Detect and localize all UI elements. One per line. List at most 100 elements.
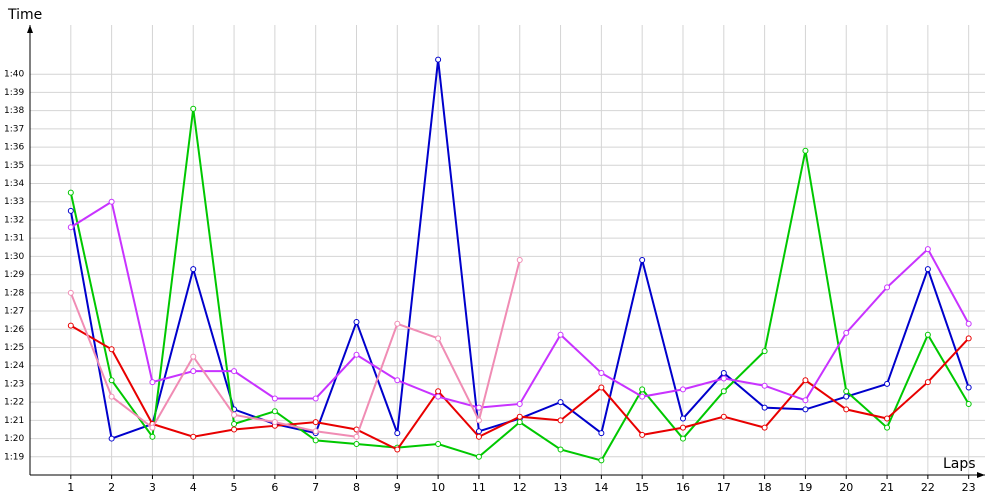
y-tick-label: 1:23 [4,379,24,389]
point [394,430,401,437]
y-tick-label: 1:29 [4,270,24,280]
x-tick-label: 7 [312,481,319,494]
point [761,404,768,411]
x-tick-label: 20 [839,481,853,494]
point [516,419,523,426]
point [353,441,360,448]
x-tick-label: 12 [513,481,527,494]
x-tick-label: 4 [190,481,197,494]
point [965,335,972,342]
x-tick-label: 19 [798,481,812,494]
point [394,446,401,453]
point [231,420,238,427]
point [475,453,482,460]
point [149,424,156,431]
point [639,257,646,264]
point [475,433,482,440]
y-tick-label: 1:24 [4,361,24,371]
x-tick-label: 2 [108,481,115,494]
point [516,400,523,407]
point [884,284,891,291]
y-tick-label: 1:30 [4,252,24,262]
point [149,379,156,386]
point [475,428,482,435]
point [720,413,727,420]
point [598,384,605,391]
point [108,435,115,442]
x-tick-label: 1 [67,481,74,494]
point [435,441,442,448]
point [557,446,564,453]
point [435,393,442,400]
x-tick-label: 15 [635,481,649,494]
point [516,257,523,264]
point [761,424,768,431]
point [720,369,727,376]
y-tick-label: 1:31 [4,234,24,244]
point [108,377,115,384]
point [965,384,972,391]
axis-arrow [27,25,33,33]
point [843,393,850,400]
y-tick-label: 1:21 [4,416,24,426]
y-tick-label: 1:33 [4,197,24,207]
point [475,417,482,424]
point [67,224,74,231]
point [598,430,605,437]
point [67,207,74,214]
point [557,399,564,406]
point [190,105,197,112]
point [598,457,605,464]
point [924,379,931,386]
axis-arrow [977,472,985,478]
point [924,246,931,253]
point [271,408,278,415]
x-tick-label: 3 [149,481,156,494]
point [435,388,442,395]
y-tick-label: 1:36 [4,143,24,153]
point [67,289,74,296]
point [557,331,564,338]
x-tick-label: 8 [353,481,360,494]
point [231,411,238,418]
x-tick-label: 13 [554,481,568,494]
x-tick-label: 10 [431,481,445,494]
point [353,351,360,358]
y-tick-label: 1:39 [4,88,24,98]
y-tick-label: 1:19 [4,452,24,462]
x-tick-label: 9 [394,481,401,494]
point [312,395,319,402]
point [965,320,972,327]
point [353,318,360,325]
point [557,417,564,424]
y-tick-label: 1:38 [4,106,24,116]
point [965,400,972,407]
point [639,393,646,400]
x-tick-label: 18 [758,481,772,494]
point [271,419,278,426]
point [231,368,238,375]
point [108,198,115,205]
y-tick-label: 1:32 [4,215,24,225]
y-tick-label: 1:37 [4,124,24,134]
x-tick-label: 21 [880,481,894,494]
point [475,404,482,411]
x-axis-label: Laps [943,456,976,472]
y-tick-label: 1:28 [4,288,24,298]
y-axis-label: Time [7,7,42,23]
y-tick-label: 1:26 [4,325,24,335]
y-tick-label: 1:27 [4,307,24,317]
point [190,368,197,375]
point [884,380,891,387]
point [802,147,809,154]
point [108,346,115,353]
point [231,426,238,433]
point [924,266,931,273]
point [720,375,727,382]
point [761,348,768,355]
point [435,56,442,63]
y-tick-label: 1:22 [4,398,24,408]
y-tick-label: 1:35 [4,161,24,171]
y-tick-label: 1:20 [4,434,24,444]
point [312,419,319,426]
